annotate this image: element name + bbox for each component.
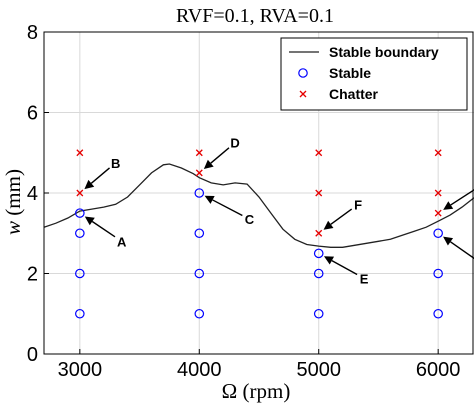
legend-box [280,37,468,111]
annotation-arrow [84,167,110,190]
y-tick-label: 2 [27,264,38,286]
stable-point [433,308,443,319]
boundary-layer [43,163,474,248]
chatter-point [76,189,84,197]
annotation-layer: ABCDEFGH [84,136,474,286]
stable-point [313,248,324,259]
stable-point [313,308,324,319]
annotation-arrow [203,147,230,170]
chatter-point [315,189,323,197]
chatter-point [195,149,203,157]
annotation-label: D [230,136,239,151]
y-tick-label: 4 [27,183,38,205]
annotation-label: E [360,271,369,286]
y-tick-labels: 0 2 4 6 8 [27,22,49,366]
y-axis-label: w (mm) [1,169,25,235]
stable-point [313,268,324,279]
legend-label: Stable [329,65,371,81]
y-tick-label: 6 [27,103,38,125]
stable-point [75,268,85,279]
stable-point [194,308,205,319]
annotation-label: C [245,212,255,227]
annotation-label: F [354,197,362,212]
legend-circle-swatch [298,68,308,78]
stable-point [194,188,205,198]
stable-point [75,208,85,218]
legend-entry: Chatter [299,86,379,102]
chart-title: RVF=0.1, RVA=0.1 [176,5,334,27]
annotation-arrow [443,189,474,210]
chatter-point [434,209,442,217]
legend: Stable boundary Stable Chatter [280,37,468,111]
y-axis-label-unit: (mm) [1,169,25,221]
legend-label: Chatter [329,86,379,102]
legend-label: Stable boundary [329,44,439,60]
chatter-point [315,229,323,237]
chatter-point [76,149,84,157]
markers-layer [75,149,443,319]
stable-point [75,308,85,319]
stable-point [194,228,205,239]
x-tick-label: 5000 [296,359,341,381]
chatter-point [315,149,323,157]
stable-point [75,228,85,239]
x-tick-label: 3000 [58,359,103,381]
annotation-label: B [111,156,120,171]
annotation-arrow [443,236,474,260]
annotation-label: A [117,234,127,249]
stable-point [433,268,443,279]
legend-x-swatch [299,90,307,98]
legend-entry: Stable [298,65,371,81]
stable-boundary-line [43,163,474,248]
annotation-arrow [84,216,116,238]
annotation-arrow [323,256,358,276]
x-axis-label: Ω (rpm) [222,379,291,403]
annotation-arrow [204,195,243,217]
stable-point [433,228,443,239]
y-axis-label-symbol: w [1,221,25,235]
annotation-arrow [323,208,353,230]
stable-point [194,268,205,279]
y-tick-label: 8 [27,22,38,44]
chatter-point [434,189,442,197]
x-tick-label: 6000 [416,359,461,381]
y-tick-label: 0 [27,344,38,366]
x-tick-label: 4000 [177,359,222,381]
x-tick-labels: 3000 4000 5000 6000 [58,349,461,381]
chatter-point [434,149,442,157]
chatter-point [195,169,203,177]
legend-entry: Stable boundary [289,44,439,60]
